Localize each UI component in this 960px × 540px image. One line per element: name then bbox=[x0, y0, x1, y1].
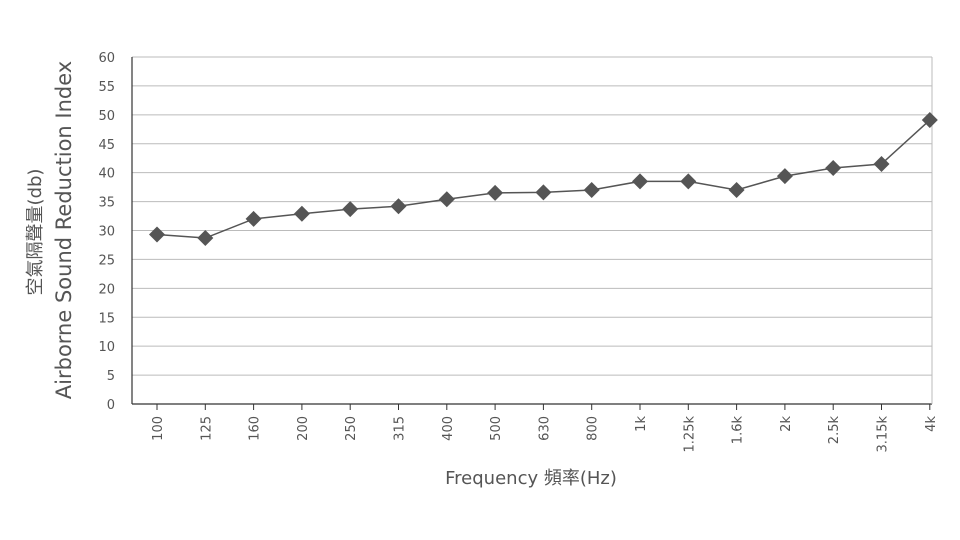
y-tick-label: 50 bbox=[98, 109, 115, 124]
y-tick-labels: 0 5 10 15 20 25 30 35 40 45 50 55 60 bbox=[98, 51, 115, 413]
x-tick-label: 250 bbox=[344, 416, 359, 441]
data-point-marker bbox=[149, 226, 165, 243]
x-tick-label: 3.15k bbox=[876, 416, 891, 453]
y-tick-label: 35 bbox=[98, 196, 115, 211]
x-tick-label: 1.6k bbox=[731, 416, 746, 445]
x-tick-label: 315 bbox=[393, 416, 408, 441]
x-tick-label: 125 bbox=[199, 416, 214, 441]
data-point-marker bbox=[632, 173, 648, 190]
y-tick-label: 20 bbox=[98, 282, 115, 297]
data-point-marker bbox=[342, 201, 359, 218]
x-tick-label: 2.5k bbox=[827, 416, 842, 445]
data-point-marker bbox=[245, 210, 262, 227]
y-axis-title-line1: 空氣隔聲量(db) bbox=[25, 169, 46, 296]
data-point-marker bbox=[873, 155, 890, 172]
data-point-marker bbox=[390, 198, 407, 215]
data-point-marker bbox=[438, 191, 455, 208]
y-tick-label: 30 bbox=[98, 225, 115, 240]
series-line bbox=[149, 112, 938, 247]
x-tick-label: 100 bbox=[151, 416, 166, 441]
grid-lines bbox=[132, 56, 932, 376]
x-tick-label: 800 bbox=[586, 416, 601, 441]
x-tick-labels: 100 125 160 200 250 315 400 500 630 800 1k 1.25k 1.6… bbox=[151, 404, 939, 452]
data-point-marker bbox=[728, 182, 745, 199]
y-tick-label: 40 bbox=[98, 167, 115, 182]
data-point-marker bbox=[583, 182, 600, 199]
x-tick-label: 160 bbox=[248, 416, 263, 441]
y-tick-label: 25 bbox=[98, 253, 115, 268]
data-point-marker bbox=[921, 112, 938, 129]
y-axis-title-line2: Airborne Sound Reduction Index bbox=[52, 61, 76, 399]
data-point-marker bbox=[197, 230, 214, 247]
x-tick-label: 2k bbox=[779, 416, 794, 432]
y-tick-label: 15 bbox=[98, 311, 115, 326]
y-tick-label: 60 bbox=[98, 51, 115, 66]
x-tick-label: 200 bbox=[296, 416, 311, 441]
data-point-marker bbox=[825, 160, 842, 177]
x-tick-label: 4k bbox=[924, 416, 939, 432]
y-tick-label: 5 bbox=[107, 369, 115, 384]
x-tick-label: 630 bbox=[537, 416, 552, 441]
data-point-marker bbox=[535, 184, 552, 201]
data-point-marker bbox=[680, 173, 697, 190]
x-tick-label: 500 bbox=[489, 416, 504, 441]
y-tick-label: 0 bbox=[107, 398, 115, 413]
y-tick-label: 45 bbox=[98, 138, 115, 153]
x-axis-title: Frequency 頻率(Hz) bbox=[445, 468, 617, 489]
series-line-path bbox=[156, 119, 931, 239]
data-point-marker bbox=[487, 184, 504, 201]
data-point-marker bbox=[293, 205, 310, 222]
x-tick-label: 1k bbox=[634, 416, 649, 432]
x-tick-label: 1.25k bbox=[682, 416, 697, 453]
x-tick-label: 400 bbox=[441, 416, 456, 441]
y-tick-label: 55 bbox=[98, 80, 115, 95]
data-point-marker bbox=[776, 168, 793, 185]
y-tick-label: 10 bbox=[98, 340, 115, 355]
